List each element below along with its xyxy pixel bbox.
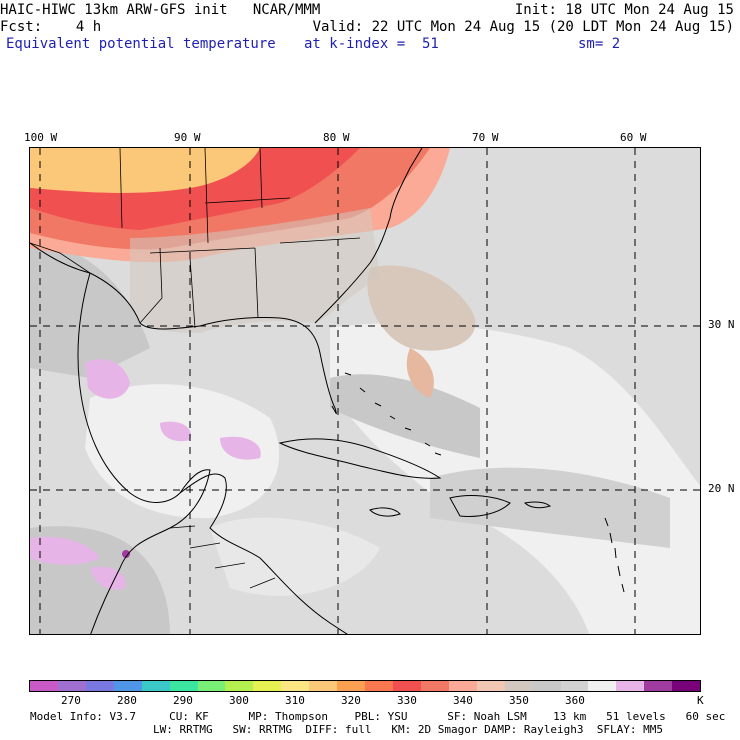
colorbar-swatch — [253, 681, 282, 691]
colorbar-swatch — [644, 681, 673, 691]
model-title: HAIC-HIWC 13km ARW-GFS init NCAR/MMM — [0, 2, 321, 18]
lat-label-30n: 30 N — [708, 318, 735, 331]
colorbar-tick-label: 340 — [453, 694, 473, 707]
colorbar-tick-label: 320 — [341, 694, 361, 707]
lon-label-70w: 70 W — [472, 131, 499, 144]
map-panel — [29, 147, 701, 635]
field-name: Equivalent potential temperature — [6, 36, 276, 52]
colorbar-swatch — [588, 681, 617, 691]
lon-label-90w: 90 W — [174, 131, 201, 144]
vertical-level: at k-index = 51 — [304, 36, 439, 52]
colorbar-swatch — [85, 681, 114, 691]
colorbar-swatch — [392, 681, 421, 691]
smoothing: sm= 2 — [578, 36, 621, 52]
colorbar-tick-label: 290 — [173, 694, 193, 707]
theta-e-field — [30, 148, 700, 634]
colorbar-swatch — [672, 681, 701, 691]
colorbar-unit: K — [697, 694, 704, 707]
lon-label-100w: 100 W — [24, 131, 58, 144]
colorbar-swatch — [504, 681, 533, 691]
colorbar-swatch — [57, 681, 86, 691]
colorbar-swatch — [476, 681, 505, 691]
lat-label-20n: 20 N — [708, 482, 735, 495]
colorbar-swatch — [113, 681, 142, 691]
colorbar-swatch — [365, 681, 393, 691]
model-info-line2: LW: RRTMG SW: RRTMG DIFF: full KM: 2D Sm… — [153, 723, 663, 736]
colorbar-swatch — [420, 681, 449, 691]
colorbar-swatch — [225, 681, 254, 691]
colorbar-swatch — [169, 681, 198, 691]
colorbar-swatch — [532, 681, 561, 691]
colorbar-swatch — [197, 681, 226, 691]
colorbar — [29, 680, 701, 692]
colorbar-swatch — [309, 681, 338, 691]
colorbar-tick-label: 280 — [117, 694, 137, 707]
colorbar-tick-label: 270 — [61, 694, 81, 707]
lon-label-60w: 60 W — [620, 131, 647, 144]
colorbar-swatch — [337, 681, 366, 691]
colorbar-swatch — [560, 681, 589, 691]
colorbar-swatch — [281, 681, 310, 691]
colorbar-swatch — [448, 681, 477, 691]
colorbar-tick-label: 310 — [285, 694, 305, 707]
valid-time: Valid: 22 UTC Mon 24 Aug 15 (20 LDT Mon … — [312, 19, 734, 35]
model-info-line1: Model Info: V3.7 CU: KF MP: Thompson PBL… — [30, 710, 726, 723]
colorbar-swatch — [30, 681, 58, 691]
colorbar-tick-label: 300 — [229, 694, 249, 707]
colorbar-tick-label: 350 — [509, 694, 529, 707]
colorbar-swatch — [141, 681, 170, 691]
lon-label-80w: 80 W — [323, 131, 350, 144]
colorbar-swatch — [616, 681, 645, 691]
colorbar-tick-label: 330 — [397, 694, 417, 707]
forecast-hour: Fcst: 4 h — [0, 19, 102, 35]
colorbar-tick-label: 360 — [565, 694, 585, 707]
init-time: Init: 18 UTC Mon 24 Aug 15 — [514, 2, 734, 18]
